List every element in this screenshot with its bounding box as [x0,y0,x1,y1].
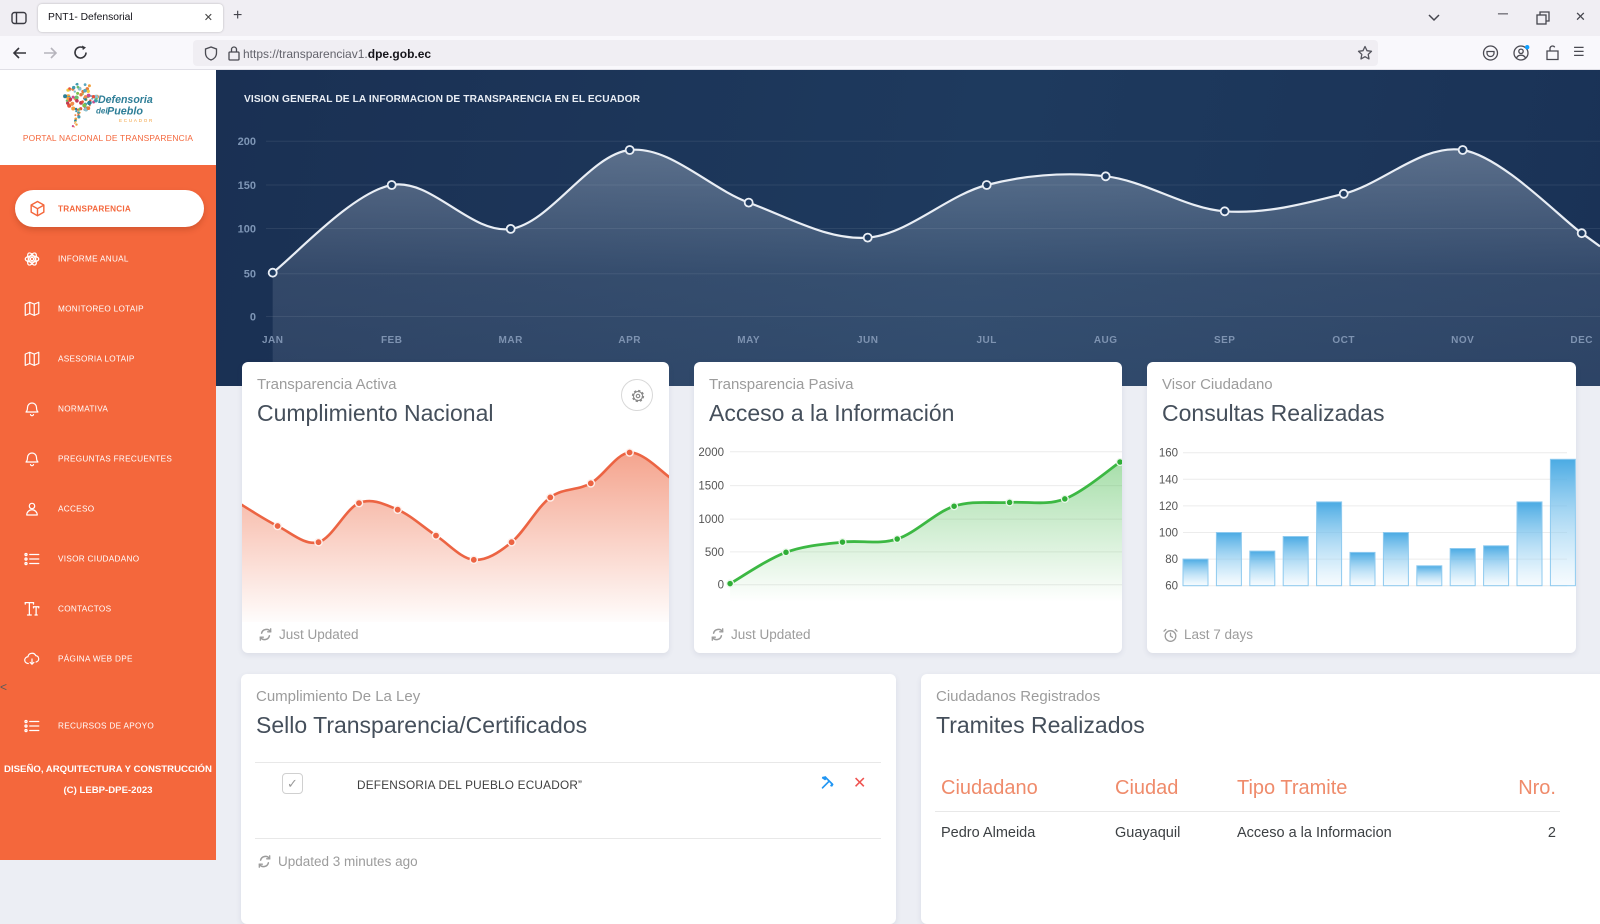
svg-text:del: del [96,107,108,116]
svg-text:Defensoria: Defensoria [98,94,153,106]
svg-text:JUL: JUL [976,335,996,346]
svg-text:200: 200 [238,136,256,148]
svg-text:VISION GENERAL DE LA INFORMACI: VISION GENERAL DE LA INFORMACION DE TRAN… [244,94,641,105]
svg-text:160: 160 [1159,448,1178,460]
svg-text:0: 0 [718,580,724,592]
svg-text:1000: 1000 [698,514,724,526]
svg-text:SEP: SEP [1214,335,1236,346]
svg-text:MAR: MAR [499,335,524,346]
svg-text:APR: APR [618,335,641,346]
svg-text:DEC: DEC [1570,335,1593,346]
svg-text:MAY: MAY [737,335,760,346]
svg-text:0: 0 [250,312,256,324]
svg-text:500: 500 [705,547,724,559]
svg-text:80: 80 [1165,554,1178,566]
svg-text:2000: 2000 [698,447,724,459]
svg-text:ECUADOR: ECUADOR [119,118,154,123]
svg-text:120: 120 [1159,501,1178,513]
svg-text:60: 60 [1165,581,1178,593]
svg-text:Pueblo: Pueblo [107,106,143,118]
svg-text:100: 100 [238,224,256,236]
svg-text:JUN: JUN [857,335,879,346]
svg-text:NOV: NOV [1451,335,1474,346]
svg-text:JAN: JAN [262,335,284,346]
svg-text:50: 50 [244,269,256,281]
svg-text:AUG: AUG [1094,335,1118,346]
svg-text:140: 140 [1159,474,1178,486]
svg-text:FEB: FEB [381,335,403,346]
svg-text:1500: 1500 [698,481,724,493]
svg-text:150: 150 [238,180,256,192]
svg-text:100: 100 [1159,528,1178,540]
svg-text:OCT: OCT [1332,335,1355,346]
